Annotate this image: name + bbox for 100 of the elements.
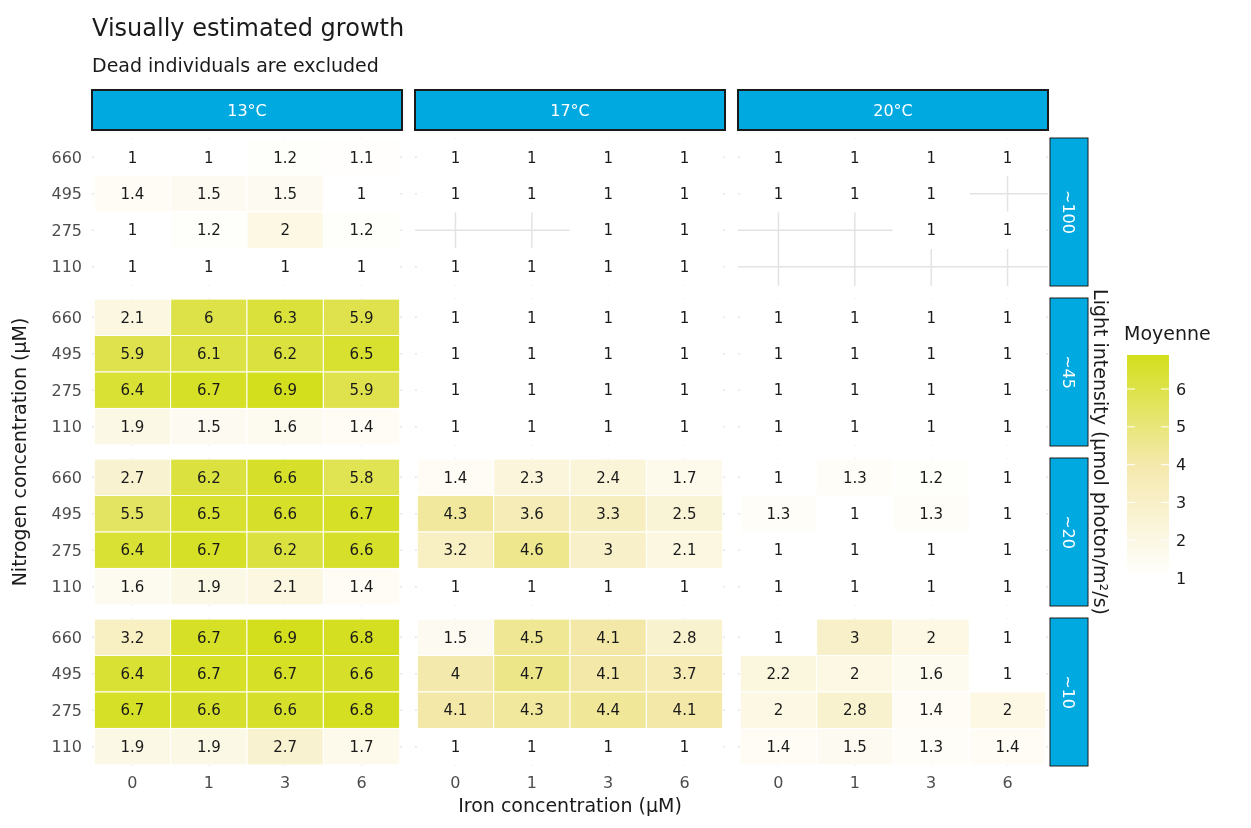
data-label: 2.3: [519, 468, 544, 487]
data-label: 6.1: [196, 345, 221, 364]
x-tick-label: 3: [280, 773, 291, 792]
y-tick-label: 275: [51, 380, 82, 400]
x-tick-label: 0: [450, 773, 461, 792]
data-label: 1.5: [842, 737, 867, 756]
data-label: 1: [773, 185, 784, 204]
data-label: 1: [850, 345, 860, 364]
data-label: 1.3: [766, 505, 791, 524]
data-label: 1: [527, 737, 537, 756]
data-label: 2: [1002, 701, 1013, 720]
data-label: 1: [450, 345, 461, 364]
data-label: 1: [850, 417, 860, 436]
data-label: 6: [204, 308, 214, 327]
data-label: 1: [1002, 381, 1013, 400]
x-tick-label: 6: [1002, 773, 1013, 792]
data-label: 1.5: [196, 417, 221, 436]
data-label: 6.8: [349, 628, 374, 647]
data-label: 1.9: [120, 417, 145, 436]
data-label: 6.5: [349, 345, 374, 364]
color-bar-label: 3: [1176, 493, 1187, 513]
text: Nitrogen concentration (µM): [8, 317, 30, 587]
data-label: 1.9: [196, 577, 221, 596]
data-label: 1: [603, 185, 613, 204]
data-label: 6.7: [196, 665, 221, 684]
data-label: 6.6: [196, 701, 221, 720]
data-label: 3.2: [120, 628, 145, 647]
color-bar-label: 1: [1176, 568, 1187, 588]
data-label: 1: [926, 345, 936, 364]
color-bar-title: Moyenne: [1124, 322, 1211, 344]
data-label: 1: [850, 505, 860, 524]
x-tick-label: 1: [849, 773, 860, 792]
text: Light intensity (µmol photon/m²/s): [1090, 289, 1112, 615]
data-label: 1.4: [995, 737, 1020, 756]
x-tick-label: 1: [526, 773, 537, 792]
y-tick-label: 495: [51, 504, 82, 524]
data-label: 4.3: [519, 701, 544, 720]
data-label: 1: [450, 308, 461, 327]
data-label: 6.7: [196, 381, 221, 400]
data-label: 1: [1002, 665, 1013, 684]
data-label: 2.7: [120, 468, 145, 487]
data-label: 5.8: [349, 468, 374, 487]
data-label: 1: [773, 381, 784, 400]
y-tick-label: 275: [51, 700, 82, 720]
data-label: 6.3: [273, 308, 298, 327]
data-label: 1: [926, 577, 936, 596]
data-label: 1.4: [349, 417, 374, 436]
data-label: 1: [527, 417, 537, 436]
data-label: 6.2: [273, 541, 298, 560]
color-bar-label: 2: [1176, 530, 1187, 550]
data-label: 6.5: [196, 505, 221, 524]
data-label: 1: [450, 185, 461, 204]
data-label: 6.8: [349, 701, 374, 720]
data-label: 1: [679, 257, 690, 276]
data-label: 1.7: [672, 468, 697, 487]
data-label: 1.9: [196, 737, 221, 756]
data-label: 2: [850, 665, 860, 684]
data-label: 1: [603, 221, 613, 240]
data-label: 2.7: [273, 737, 298, 756]
data-label: 1: [773, 628, 784, 647]
chart-title: 20°C: [873, 100, 913, 120]
text: Iron concentration (µM): [458, 794, 682, 816]
data-label: 1: [679, 577, 690, 596]
data-label: 1: [450, 737, 461, 756]
data-label: 6.4: [120, 381, 145, 400]
data-label: 1: [773, 148, 784, 167]
x-tick-label: 6: [679, 773, 690, 792]
data-label: 6.6: [273, 505, 298, 524]
data-label: 1: [527, 308, 537, 327]
data-label: 6.7: [196, 628, 221, 647]
data-label: 2: [926, 628, 936, 647]
data-label: 1: [679, 148, 690, 167]
data-label: 3: [603, 541, 613, 560]
data-label: 5.9: [120, 345, 145, 364]
data-label: 1.5: [273, 185, 298, 204]
data-label: 1: [679, 185, 690, 204]
y-tick-label: 660: [51, 467, 82, 487]
data-label: 4: [450, 665, 461, 684]
data-label: 1: [1002, 505, 1013, 524]
data-label: 1: [1002, 345, 1013, 364]
data-label: 3.2: [443, 541, 468, 560]
data-label: 1: [280, 257, 290, 276]
data-label: 6.7: [349, 505, 374, 524]
text: Dead individuals are excluded: [92, 54, 379, 76]
chart-title: 13°C: [227, 100, 267, 120]
data-label: 6.7: [196, 541, 221, 560]
data-label: 4.4: [596, 701, 621, 720]
data-label: 2: [773, 701, 784, 720]
data-label: 1: [850, 577, 860, 596]
data-label: 1.7: [349, 737, 374, 756]
data-label: 6.6: [273, 468, 298, 487]
color-bar-label: 4: [1176, 455, 1187, 475]
data-label: 6.7: [120, 701, 145, 720]
data-label: 1: [603, 577, 613, 596]
data-label: 1.3: [842, 468, 867, 487]
data-label: 6.9: [273, 381, 298, 400]
data-label: 1.5: [443, 628, 468, 647]
data-label: 1: [850, 308, 860, 327]
data-label: 1: [603, 381, 613, 400]
data-label: 4.3: [443, 505, 468, 524]
